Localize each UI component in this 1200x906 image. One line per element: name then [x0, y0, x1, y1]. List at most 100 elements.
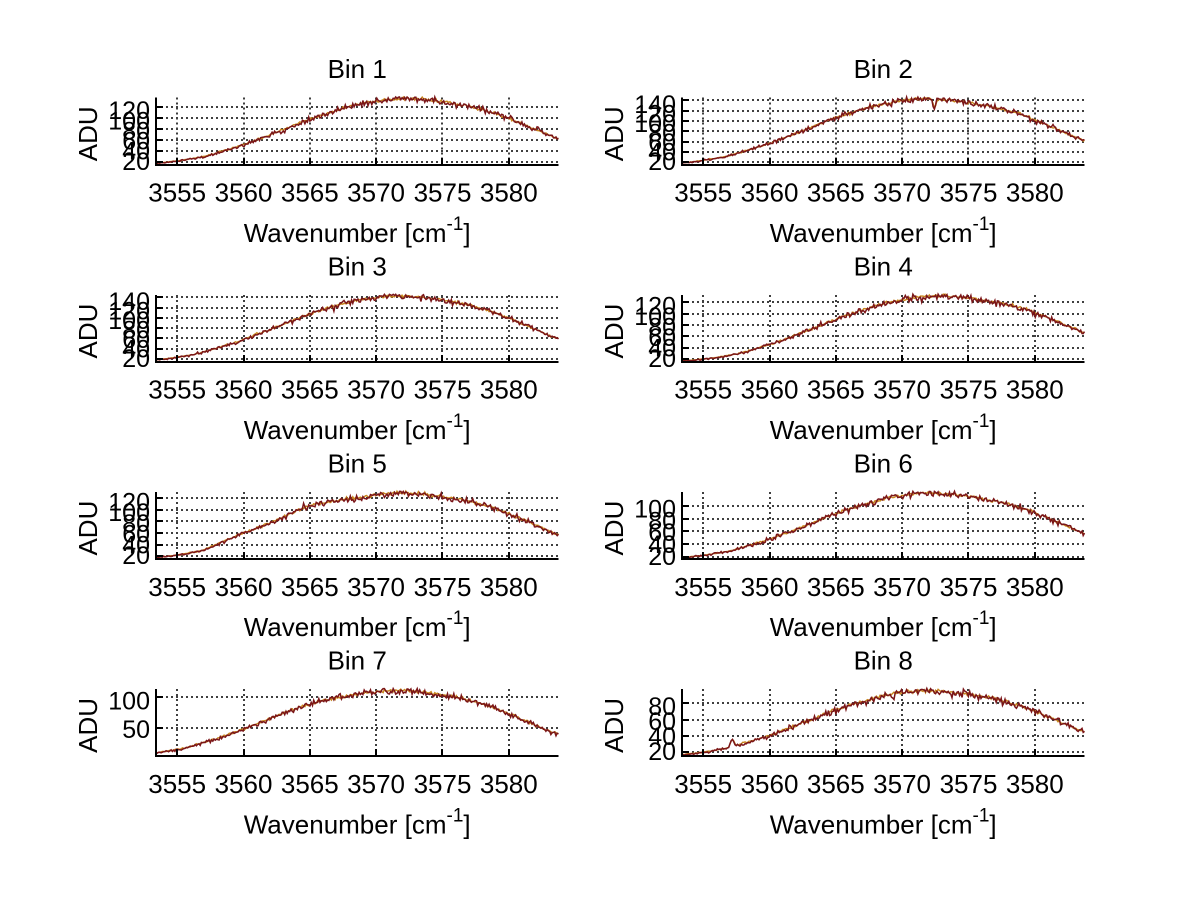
svg-text:3575: 3575 [940, 375, 998, 405]
svg-text:40: 40 [648, 335, 676, 363]
svg-text:40: 40 [648, 531, 676, 559]
svg-text:Wavenumber [cm-1]: Wavenumber [cm-1] [244, 608, 471, 642]
svg-text:3555: 3555 [674, 375, 732, 405]
svg-text:3580: 3580 [1006, 178, 1064, 208]
svg-text:40: 40 [648, 723, 676, 751]
svg-text:3560: 3560 [741, 572, 799, 602]
svg-text:Wavenumber [cm-1]: Wavenumber [cm-1] [244, 214, 471, 248]
svg-text:3565: 3565 [281, 178, 339, 208]
svg-text:140: 140 [634, 91, 676, 119]
svg-text:3555: 3555 [148, 572, 206, 602]
svg-text:120: 120 [108, 298, 150, 326]
svg-text:3575: 3575 [414, 769, 472, 799]
svg-text:20: 20 [122, 345, 150, 373]
svg-text:120: 120 [634, 293, 676, 321]
svg-text:20: 20 [648, 738, 676, 766]
svg-text:3580: 3580 [1006, 375, 1064, 405]
svg-text:ADU: ADU [73, 106, 103, 161]
svg-text:20: 20 [648, 543, 676, 571]
svg-text:120: 120 [634, 100, 676, 128]
svg-text:100: 100 [108, 107, 150, 135]
svg-text:Bin 2: Bin 2 [854, 54, 913, 84]
svg-text:80: 80 [648, 119, 676, 147]
svg-text:3565: 3565 [281, 375, 339, 405]
svg-text:3555: 3555 [148, 178, 206, 208]
svg-text:20: 20 [122, 542, 150, 570]
svg-text:140: 140 [108, 288, 150, 316]
svg-text:3560: 3560 [215, 375, 273, 405]
svg-text:3575: 3575 [940, 178, 998, 208]
svg-text:60: 60 [122, 326, 150, 354]
svg-text:80: 80 [122, 117, 150, 145]
svg-text:100: 100 [108, 499, 150, 527]
svg-text:3570: 3570 [347, 178, 405, 208]
svg-text:3555: 3555 [674, 572, 732, 602]
svg-text:Wavenumber [cm-1]: Wavenumber [cm-1] [770, 411, 997, 445]
svg-text:60: 60 [648, 324, 676, 352]
svg-text:120: 120 [108, 488, 150, 516]
svg-text:120: 120 [108, 97, 150, 125]
svg-text:3580: 3580 [480, 375, 538, 405]
svg-text:3580: 3580 [1006, 572, 1064, 602]
svg-text:3560: 3560 [215, 572, 273, 602]
svg-text:3560: 3560 [215, 769, 273, 799]
svg-text:3570: 3570 [347, 769, 405, 799]
svg-text:100: 100 [634, 110, 676, 138]
svg-text:80: 80 [648, 693, 676, 721]
svg-text:3560: 3560 [741, 375, 799, 405]
svg-text:Bin 7: Bin 7 [328, 646, 387, 676]
svg-text:3565: 3565 [281, 572, 339, 602]
svg-text:20: 20 [648, 345, 676, 373]
svg-text:3570: 3570 [873, 769, 931, 799]
svg-text:80: 80 [648, 314, 676, 342]
svg-text:3580: 3580 [480, 178, 538, 208]
svg-text:3555: 3555 [674, 178, 732, 208]
svg-text:3580: 3580 [480, 572, 538, 602]
svg-text:100: 100 [634, 495, 676, 523]
svg-text:3575: 3575 [414, 178, 472, 208]
svg-text:80: 80 [122, 316, 150, 344]
svg-text:Wavenumber [cm-1]: Wavenumber [cm-1] [770, 805, 997, 839]
svg-text:100: 100 [108, 307, 150, 335]
svg-text:3570: 3570 [347, 572, 405, 602]
svg-text:3570: 3570 [347, 375, 405, 405]
svg-text:3555: 3555 [148, 769, 206, 799]
svg-text:ADU: ADU [73, 501, 103, 556]
svg-text:Wavenumber [cm-1]: Wavenumber [cm-1] [244, 411, 471, 445]
svg-text:3565: 3565 [807, 178, 865, 208]
svg-text:3575: 3575 [940, 572, 998, 602]
svg-text:Bin 6: Bin 6 [854, 449, 913, 479]
svg-text:3565: 3565 [807, 769, 865, 799]
svg-text:Wavenumber [cm-1]: Wavenumber [cm-1] [244, 805, 471, 839]
svg-text:3570: 3570 [873, 375, 931, 405]
svg-text:100: 100 [108, 688, 150, 716]
svg-text:Bin 4: Bin 4 [854, 251, 913, 281]
svg-text:3575: 3575 [414, 375, 472, 405]
svg-text:Wavenumber [cm-1]: Wavenumber [cm-1] [770, 608, 997, 642]
svg-text:ADU: ADU [73, 698, 103, 753]
svg-text:60: 60 [648, 129, 676, 157]
svg-text:60: 60 [648, 708, 676, 736]
svg-text:ADU: ADU [599, 304, 629, 359]
svg-text:Wavenumber [cm-1]: Wavenumber [cm-1] [770, 214, 997, 248]
svg-text:80: 80 [122, 510, 150, 538]
svg-text:60: 60 [122, 128, 150, 156]
svg-text:3560: 3560 [741, 178, 799, 208]
svg-text:60: 60 [122, 521, 150, 549]
svg-text:50: 50 [122, 716, 150, 744]
svg-text:ADU: ADU [73, 304, 103, 359]
svg-text:3575: 3575 [940, 769, 998, 799]
svg-text:3555: 3555 [674, 769, 732, 799]
svg-text:ADU: ADU [599, 698, 629, 753]
svg-text:3580: 3580 [480, 769, 538, 799]
svg-text:100: 100 [634, 303, 676, 331]
svg-text:Bin 3: Bin 3 [328, 251, 387, 281]
svg-text:3560: 3560 [741, 769, 799, 799]
svg-text:Bin 5: Bin 5 [328, 449, 387, 479]
svg-text:3565: 3565 [281, 769, 339, 799]
svg-text:Bin 1: Bin 1 [328, 54, 387, 84]
svg-text:40: 40 [122, 138, 150, 166]
svg-text:ADU: ADU [599, 106, 629, 161]
svg-text:3555: 3555 [148, 375, 206, 405]
svg-text:40: 40 [648, 139, 676, 167]
